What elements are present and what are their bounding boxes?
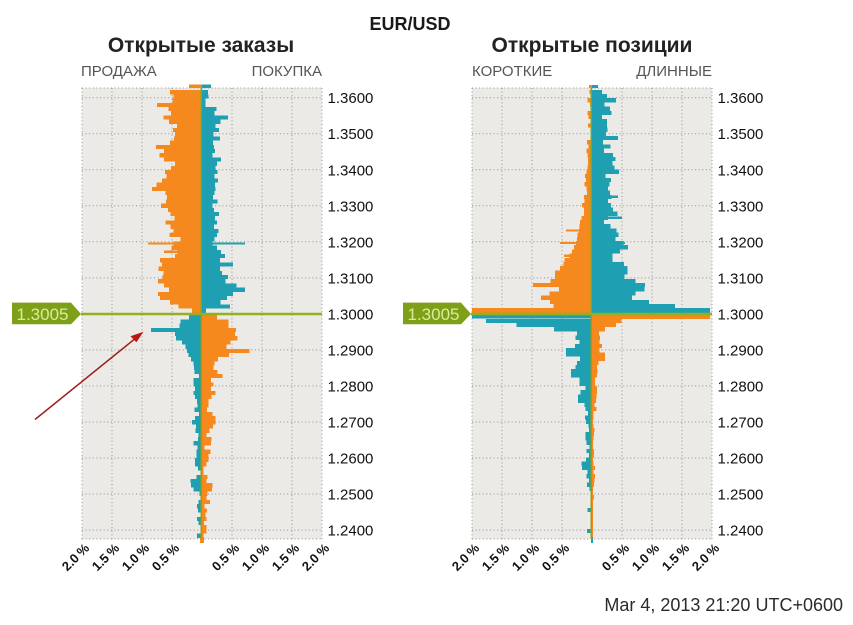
svg-text:1.3600: 1.3600: [718, 90, 764, 107]
svg-text:EUR/USD: EUR/USD: [369, 14, 450, 34]
svg-text:1.3000: 1.3000: [718, 306, 764, 323]
svg-text:1.2600: 1.2600: [328, 451, 374, 468]
svg-text:Открытые заказы: Открытые заказы: [108, 34, 294, 57]
svg-text:1.2700: 1.2700: [328, 415, 374, 432]
svg-text:1.3500: 1.3500: [328, 126, 374, 143]
svg-text:ПОКУПКА: ПОКУПКА: [252, 63, 322, 80]
svg-text:1.3200: 1.3200: [718, 234, 764, 251]
svg-text:1.2500: 1.2500: [718, 487, 764, 504]
svg-text:1.2700: 1.2700: [718, 415, 764, 432]
svg-text:1.3005: 1.3005: [17, 305, 69, 324]
svg-text:1.2800: 1.2800: [718, 378, 764, 395]
svg-text:1.3400: 1.3400: [718, 162, 764, 179]
svg-text:1.3005: 1.3005: [408, 305, 460, 324]
svg-text:1.3100: 1.3100: [718, 270, 764, 287]
svg-text:ПРОДАЖА: ПРОДАЖА: [81, 63, 157, 80]
svg-text:КОРОТКИЕ: КОРОТКИЕ: [472, 63, 552, 80]
svg-text:1.3300: 1.3300: [328, 198, 374, 215]
svg-text:1.3400: 1.3400: [328, 162, 374, 179]
svg-text:1.2900: 1.2900: [718, 342, 764, 359]
svg-text:1.2600: 1.2600: [718, 451, 764, 468]
svg-text:ДЛИННЫЕ: ДЛИННЫЕ: [636, 63, 712, 80]
svg-text:Открытые позиции: Открытые позиции: [492, 34, 693, 57]
svg-text:1.3300: 1.3300: [718, 198, 764, 215]
svg-text:1.2900: 1.2900: [328, 342, 374, 359]
svg-text:1.3200: 1.3200: [328, 234, 374, 251]
svg-text:1.2800: 1.2800: [328, 378, 374, 395]
svg-text:1.3600: 1.3600: [328, 90, 374, 107]
svg-text:1.3000: 1.3000: [328, 306, 374, 323]
svg-text:1.3500: 1.3500: [718, 126, 764, 143]
svg-text:1.2400: 1.2400: [328, 523, 374, 540]
svg-text:1.3100: 1.3100: [328, 270, 374, 287]
svg-text:Mar 4, 2013 21:20 UTC+0600: Mar 4, 2013 21:20 UTC+0600: [604, 595, 843, 615]
svg-text:1.2500: 1.2500: [328, 487, 374, 504]
svg-text:1.2400: 1.2400: [718, 523, 764, 540]
